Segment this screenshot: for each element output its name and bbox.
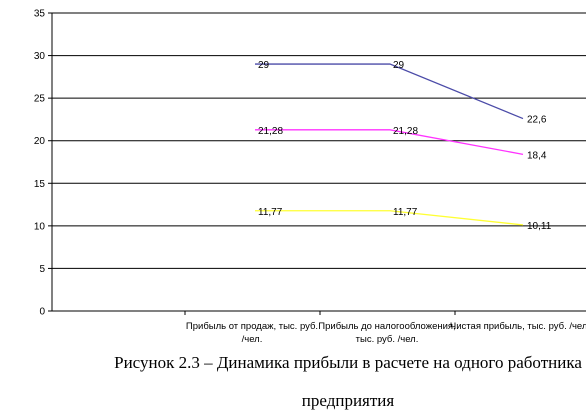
y-tick-label: 15	[34, 179, 46, 190]
data-label: 29	[393, 60, 405, 71]
y-tick-labels: 0 5 10 15 20 25 30 35	[34, 9, 46, 318]
category-label-line: Прибыль до налогообложения,	[318, 321, 455, 332]
profit-line-chart: 0 5 10 15 20 25 30 35 29 29 22,6 21,28 21,28 18,4 11,…	[34, 9, 586, 345]
data-label: 21,28	[393, 126, 418, 137]
y-tick-label: 30	[34, 51, 46, 62]
category-label-line: тыс. руб. /чел.	[356, 334, 419, 345]
y-tick-label: 25	[34, 94, 46, 105]
category-label: Чистая прибыль, тыс. руб. /чел.	[450, 321, 586, 332]
category-label: Прибыль от продаж, тыс. руб. /чел.	[186, 321, 318, 345]
figure-caption: Рисунок 2.3 – Динамика прибыли в расчете…	[114, 353, 582, 372]
category-label: Прибыль до налогообложения, тыс. руб. /че…	[318, 321, 455, 345]
y-tick-label: 20	[34, 136, 46, 147]
y-tick-label: 35	[34, 9, 46, 20]
data-label: 21,28	[258, 126, 283, 137]
data-label: 10,11	[527, 221, 552, 232]
series-line	[255, 210, 524, 226]
axes	[48, 12, 586, 315]
data-label: 18,4	[527, 150, 547, 161]
series-line	[255, 129, 524, 155]
gridlines	[52, 12, 586, 269]
figure-caption-continued: предприятия	[301, 391, 395, 410]
series-lines	[255, 63, 524, 226]
series-line	[255, 63, 524, 120]
data-label: 22,6	[527, 115, 547, 126]
category-label-line: /чел.	[242, 334, 263, 345]
y-tick-label: 0	[39, 307, 45, 318]
y-tick-label: 5	[39, 264, 45, 275]
category-label-line: Прибыль от продаж, тыс. руб.	[186, 321, 318, 332]
category-labels: Прибыль от продаж, тыс. руб./чел.Прибыль…	[186, 321, 586, 345]
category-label-line: Чистая прибыль, тыс. руб. /чел.	[450, 321, 586, 332]
data-labels: 29 29 22,6 21,28 21,28 18,4 11,77 11,77 10,11	[258, 60, 552, 232]
data-label: 11,77	[258, 207, 283, 218]
data-label: 11,77	[393, 207, 418, 218]
y-tick-label: 10	[34, 221, 46, 232]
data-label: 29	[258, 60, 270, 71]
